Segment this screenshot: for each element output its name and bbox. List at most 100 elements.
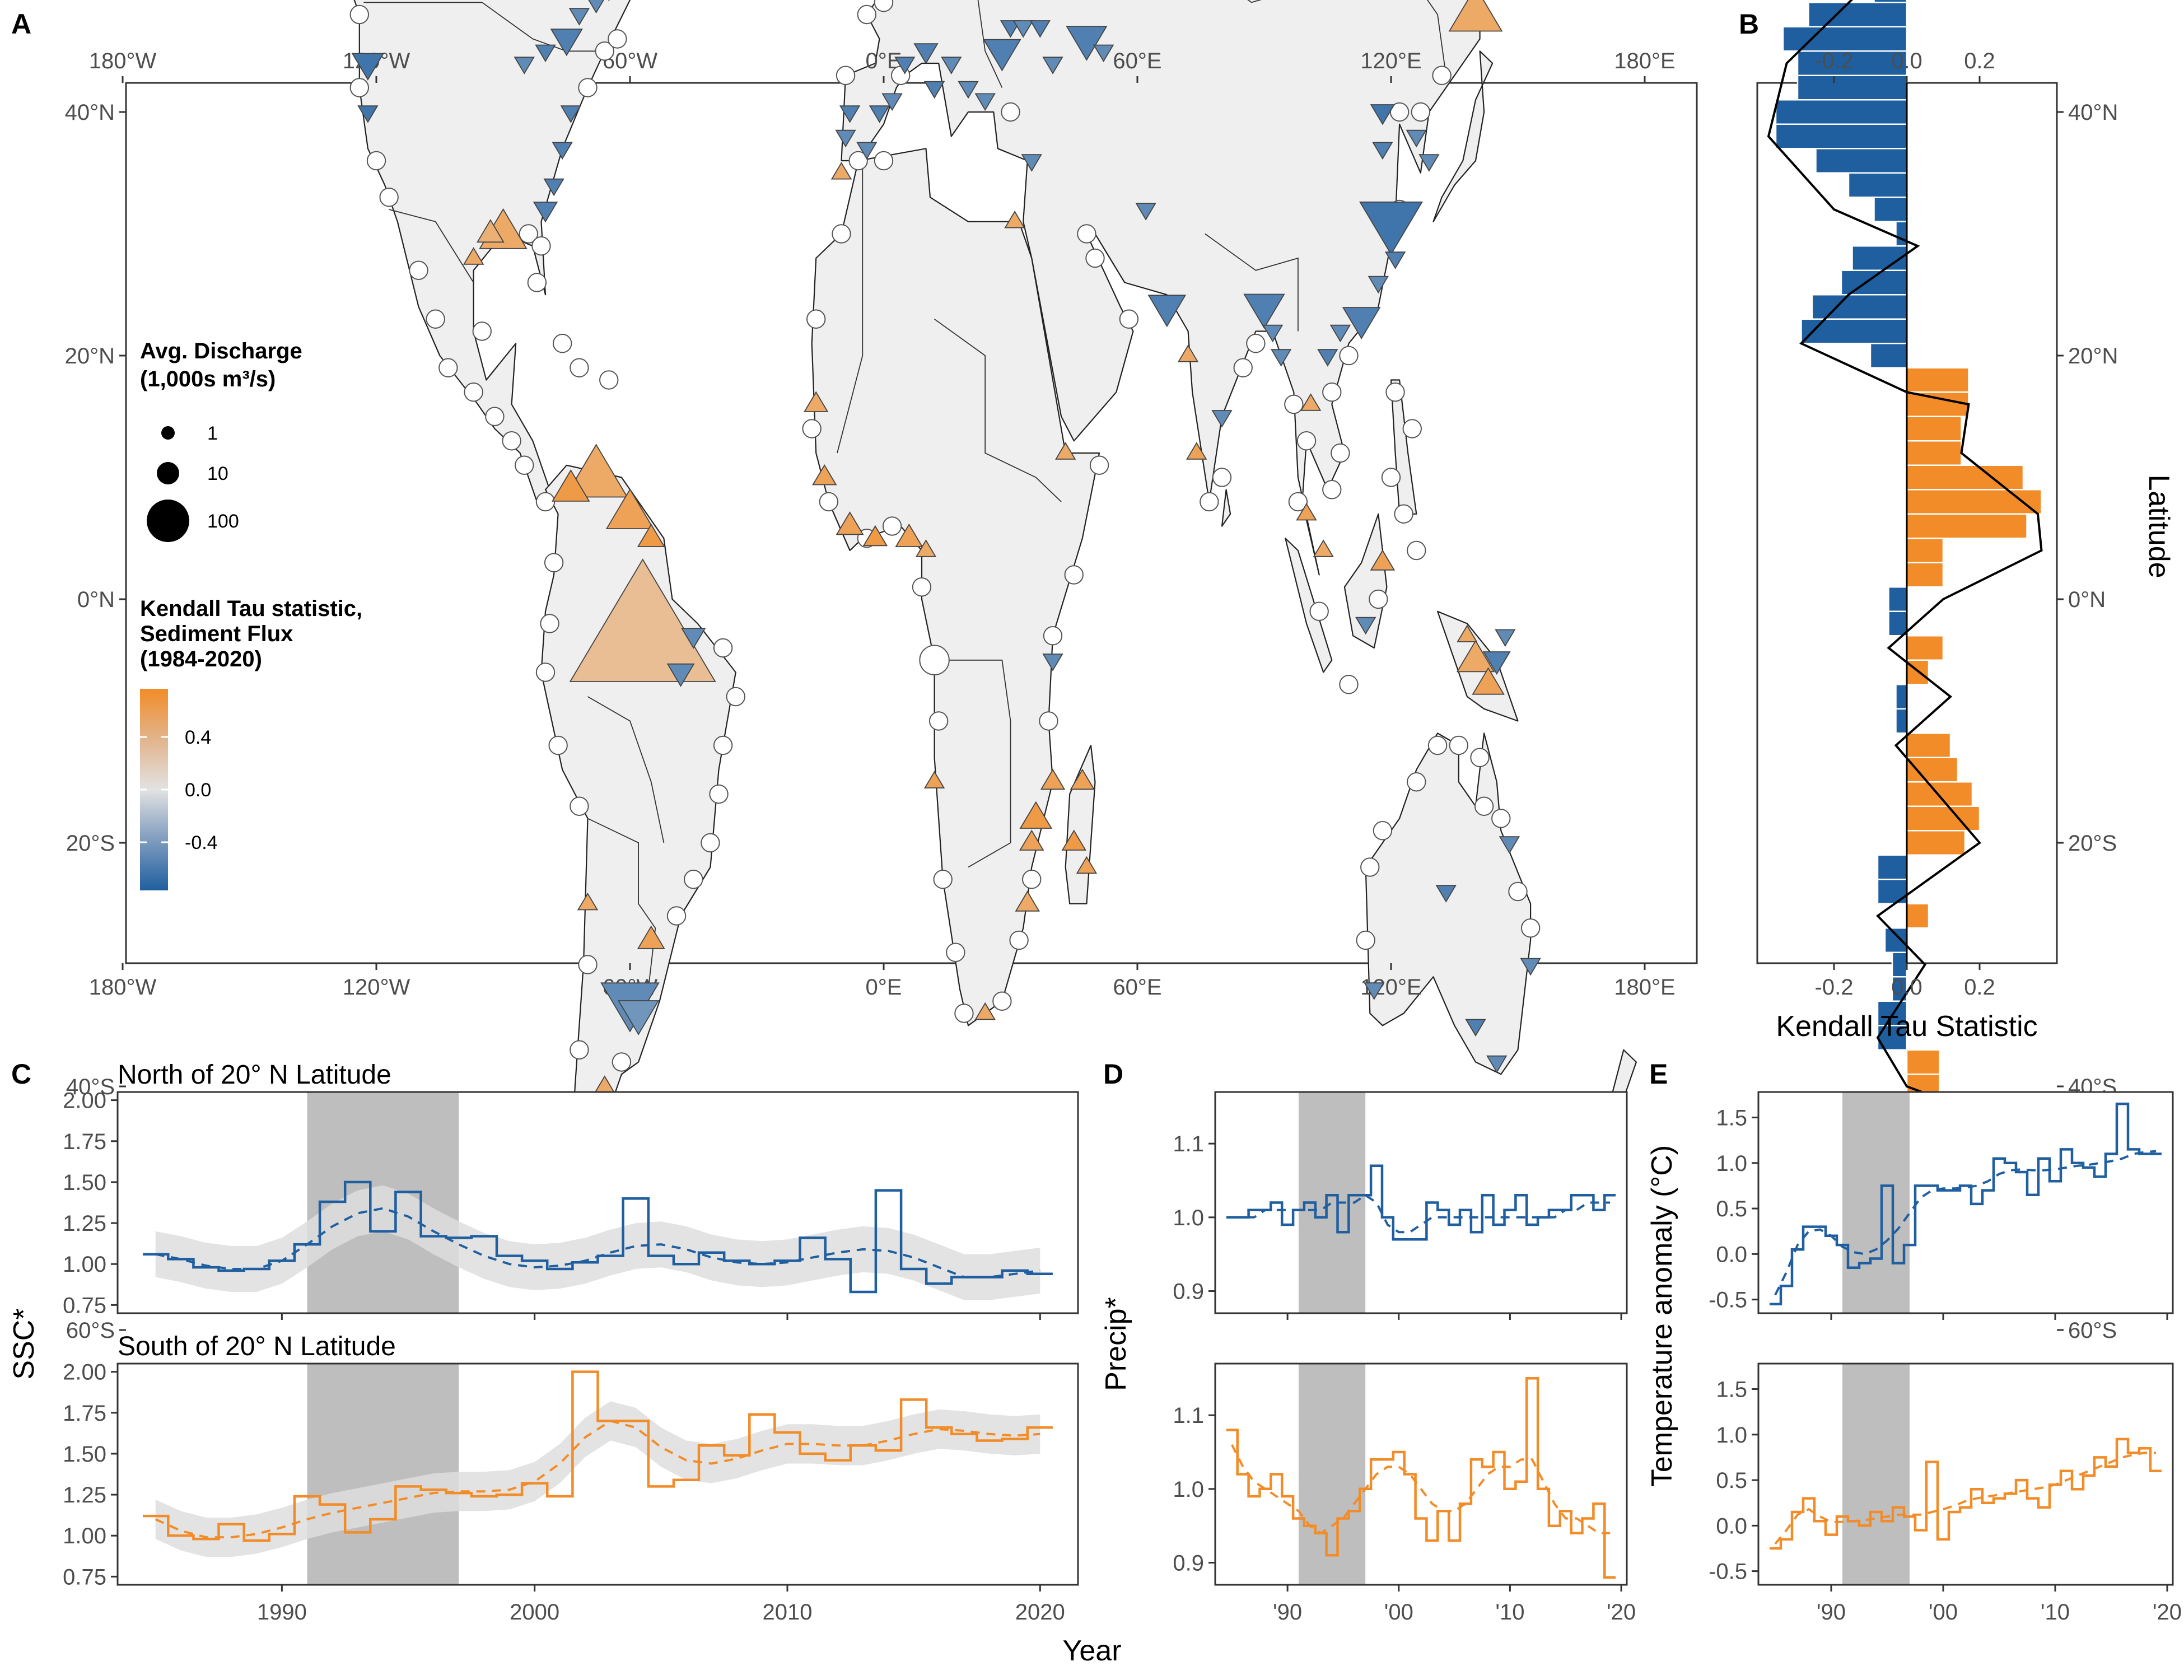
station-decreasing-triangle <box>1372 142 1393 160</box>
station-no-trend <box>527 273 547 292</box>
station-no-trend <box>578 78 598 97</box>
latitude-bar <box>1851 245 1908 271</box>
map-left-tick-label: 40°N <box>65 100 115 125</box>
panel-b-x-label: Kendall Tau Statistic <box>1776 1010 2037 1043</box>
station-no-trend <box>519 224 538 244</box>
station-no-trend <box>713 735 733 755</box>
panel-b-bottom-tick-label: 0.2 <box>1964 975 1995 1000</box>
station-decreasing-triangle <box>1499 836 1520 854</box>
plot-background <box>1758 1364 2173 1585</box>
latitude-bar <box>1895 708 1908 734</box>
station-no-trend <box>882 516 902 536</box>
panel-b-bottom-tick-label: 0.0 <box>1891 975 1922 1000</box>
station-decreasing-triangle <box>1355 617 1376 635</box>
latitude-bar <box>1906 732 1952 758</box>
y-tick-label: 1.75 <box>63 1130 106 1154</box>
station-increasing-triangle <box>1004 211 1025 228</box>
station-no-trend <box>1449 735 1469 755</box>
panel-letter-b: B <box>1739 8 1759 40</box>
y-tick-label: -0.5 <box>1709 1560 1747 1584</box>
station-decreasing-triangle <box>550 29 583 57</box>
color-legend-title-line3: (1984-2020) <box>140 647 262 671</box>
latitude-bar <box>1906 1049 1940 1075</box>
station-no-trend <box>1407 772 1426 792</box>
station-increasing-triangle <box>1456 640 1495 673</box>
latitude-bar <box>1906 416 1962 442</box>
station-decreasing-triangle <box>1135 203 1156 221</box>
station-no-trend <box>502 431 521 451</box>
map-top-tick-label: 180°W <box>89 49 157 73</box>
x-tick-label: '10 <box>2041 1600 2070 1625</box>
station-no-trend <box>1322 480 1342 500</box>
x-tick-label: 2010 <box>762 1600 812 1625</box>
station-decreasing-triangle <box>1012 20 1034 38</box>
panel-d-north-plot: 0.9 1.0 1.1 <box>1173 1091 1628 1320</box>
latitude-bar <box>1906 562 1944 588</box>
latitude-bar <box>1811 294 1908 320</box>
latitude-bar <box>1884 927 1908 953</box>
land-japan <box>1432 50 1494 222</box>
land-north-america <box>353 0 631 503</box>
smooth-trend-line <box>1774 1150 2157 1296</box>
station-decreasing-triangle <box>1317 349 1338 367</box>
station-decreasing-triangle <box>1418 154 1440 172</box>
station-no-trend <box>1064 565 1084 585</box>
station-no-trend <box>570 796 589 816</box>
station-decreasing-triangle <box>1000 20 1021 38</box>
station-no-trend <box>1085 248 1105 268</box>
size-legend-label: 10 <box>207 463 228 484</box>
station-decreasing-triangle <box>1359 201 1423 255</box>
station-increasing-triangle <box>637 523 665 547</box>
station-decreasing-triangle <box>881 93 903 111</box>
station-no-trend <box>684 870 703 889</box>
latitude-bar <box>1808 2 1908 27</box>
y-tick-label: 1.1 <box>1173 1403 1204 1428</box>
panel-b-latitude-bars: -0.2-0.20.00.00.20.280°N60°N40°N20°N0°N2… <box>1756 0 2175 1343</box>
station-decreasing-triangle <box>568 8 590 26</box>
plot-background <box>1758 1092 2173 1313</box>
station-increasing-triangle <box>1457 624 1478 642</box>
station-no-trend <box>1369 589 1388 609</box>
map-left-tick-label: 0°N <box>77 587 115 612</box>
y-tick-label: 1.0 <box>1173 1477 1204 1502</box>
y-tick-label: 0.0 <box>1716 1514 1747 1538</box>
latitude-bar <box>1906 830 1966 856</box>
smooth-trend-line <box>155 1420 1040 1539</box>
y-tick-label: 1.5 <box>1716 1106 1747 1131</box>
plot-frame <box>1757 1362 2174 1586</box>
color-legend-title-line2: Sediment Flux <box>140 622 293 646</box>
step-series-line <box>143 1180 1053 1294</box>
station-no-trend <box>1381 468 1401 487</box>
station-no-trend <box>726 687 745 707</box>
station-increasing-triangle <box>569 558 716 682</box>
plot-background <box>1215 1364 1627 1585</box>
station-no-trend <box>535 492 556 512</box>
station-no-trend <box>802 419 822 438</box>
station-decreasing-triangle <box>958 81 979 99</box>
y-tick-label: 0.75 <box>63 1565 106 1589</box>
river-stations <box>349 0 1541 1244</box>
panel-b-right-tick-label: 60°S <box>2068 1318 2117 1343</box>
station-decreasing-triangle <box>1495 629 1516 647</box>
station-increasing-triangle <box>1055 442 1076 460</box>
y-tick-label: 1.75 <box>63 1401 106 1426</box>
panel-c-south-plot: 0.75 1.00 1.25 1.50 1.75 2.00 1990 2000 2010 2020 <box>63 1360 1079 1625</box>
panel-b-right-tick-label: 40°N <box>2068 100 2118 125</box>
station-no-trend <box>599 370 619 390</box>
latitude-bar <box>1906 391 1970 417</box>
station-no-trend <box>1233 358 1253 377</box>
size-legend-label: 100 <box>207 511 239 532</box>
latitude-bar <box>1906 781 1973 807</box>
station-decreasing-triangle <box>1329 324 1351 343</box>
station-decreasing-triangle <box>543 178 564 197</box>
station-increasing-triangle <box>1313 539 1334 557</box>
panel-e-south-plot: -0.5 0.0 0.5 1.0 1.5 '90 '00 '10 '20 <box>1709 1362 2182 1625</box>
station-no-trend <box>578 955 598 974</box>
color-legend-title-line1: Kendall Tau statistic, <box>140 596 362 621</box>
station-no-trend <box>544 553 564 572</box>
latitude-bar <box>1906 903 1930 929</box>
latitude-bar <box>1906 489 2042 515</box>
step-series-line <box>1770 1102 2162 1305</box>
map-axis-ticks: 180°W180°W120°W120°W60°W60°W0°E0°E60°E60… <box>65 49 1676 1343</box>
station-no-trend <box>595 41 614 61</box>
